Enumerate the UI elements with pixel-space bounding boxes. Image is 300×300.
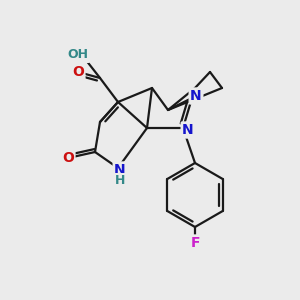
Text: O: O <box>72 65 84 79</box>
Text: N: N <box>190 89 202 103</box>
Text: O: O <box>62 151 74 165</box>
Text: OH: OH <box>68 49 88 62</box>
Text: N: N <box>114 163 126 177</box>
Text: H: H <box>115 175 125 188</box>
Text: F: F <box>190 236 200 250</box>
Text: N: N <box>182 123 194 137</box>
